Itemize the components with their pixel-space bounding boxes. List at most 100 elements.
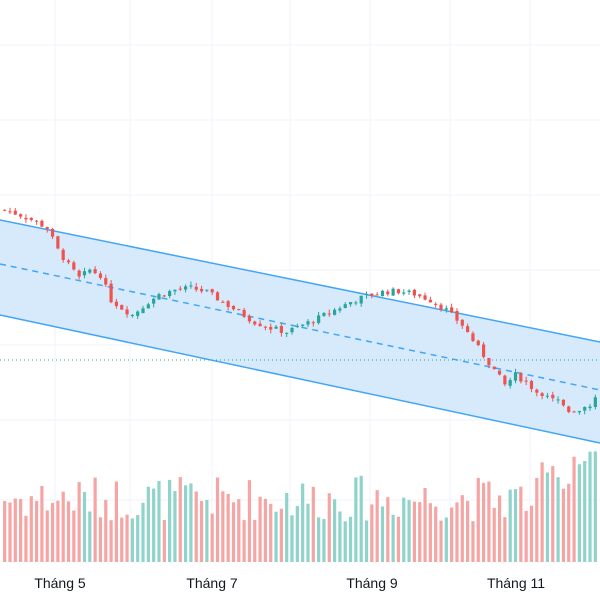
volume-bar [226,493,230,562]
candle-body [274,326,278,329]
candle-body [497,370,502,375]
volume-bar [572,456,576,562]
volume-bar [343,521,347,562]
volume-bar [120,517,124,562]
candle-body [359,295,363,304]
candle-body [487,357,491,366]
volume-bar [386,497,390,562]
candle-body [396,289,401,294]
volume-bar [407,500,411,562]
candle-body [412,289,417,296]
candle-body [109,283,113,303]
volume-bar [327,493,331,562]
candle-body [428,299,432,303]
volume-bar [492,507,496,562]
candle-body [577,411,581,413]
volume-bar [317,517,321,562]
volume-bar [82,492,87,562]
candle-body [513,372,518,381]
volume-bar [88,511,92,562]
volume-bar [19,499,23,562]
candle-body [354,302,358,304]
volume-bar [508,489,512,562]
candle-body [194,286,198,290]
volume-bar [114,481,119,562]
candle-body [40,220,44,227]
candle-body [439,304,443,310]
candle-body [460,319,464,326]
volume-bar [8,502,12,562]
candle-body [476,340,480,346]
volume-bar [199,501,204,562]
candle-body [572,411,576,413]
volume-bar [529,505,534,562]
volume-bar [247,480,252,562]
candle-body [380,290,385,297]
volume-bar [125,514,129,562]
volume-bar [146,486,150,562]
candle-body [231,305,236,310]
candle-body [130,315,134,317]
volume-bar [178,477,182,562]
candle-body [364,293,369,296]
candle-body [524,380,528,382]
volume-bar [545,472,550,562]
candle-body [402,292,406,294]
volume-bar [104,499,108,562]
volume-bar [141,502,145,562]
volume-bar [391,514,395,562]
candle-body [199,288,204,292]
volume-bar [162,519,166,562]
volume-bar [428,503,432,562]
volume-bar [258,496,262,562]
volume-bar [375,490,379,562]
volume-bar [13,498,17,562]
candle-body [237,309,241,311]
candle-body [221,301,225,303]
candle-body [285,332,289,334]
candle-body [136,311,140,316]
volume-bar [24,515,28,562]
candle-body [508,380,512,386]
volume-bar [173,491,177,562]
candle-body [418,294,422,297]
candle-body [391,288,395,296]
candle-body [3,209,7,211]
volume-bar [471,521,475,562]
candle-body [583,406,587,411]
candle-body [450,307,454,313]
candle-body [375,294,379,296]
channel-mid-line [0,263,600,391]
volume-bar [3,501,7,562]
candle-body [125,309,129,315]
volume-bar [263,498,268,562]
volume-bar [503,517,507,562]
volume-bar [189,483,193,562]
candle-body [317,315,321,323]
volume-bar [274,511,278,562]
candle-body [503,375,507,385]
candle-body [72,262,76,270]
candle-body [540,393,544,396]
volume-bar [338,511,342,562]
candle-body [56,236,60,249]
volume-bar [556,477,560,562]
volume-bar [66,501,71,562]
volume-bar [561,488,566,562]
candle-body [34,220,39,222]
volume-bar [152,488,156,562]
candle-body [77,270,81,277]
volume-bar [460,495,464,562]
candle-body [141,308,145,314]
volume-bar [295,505,299,562]
volume-bar [98,517,103,562]
volume-bar [540,462,544,562]
candle-body [66,260,71,263]
candle-body [556,399,560,401]
x-tick-label: Tháng 11 [487,575,545,591]
candle-body [205,289,209,291]
volume-bar [322,519,326,562]
candle-body [168,291,172,297]
candle-body [189,285,193,287]
regression-channel [0,219,600,444]
